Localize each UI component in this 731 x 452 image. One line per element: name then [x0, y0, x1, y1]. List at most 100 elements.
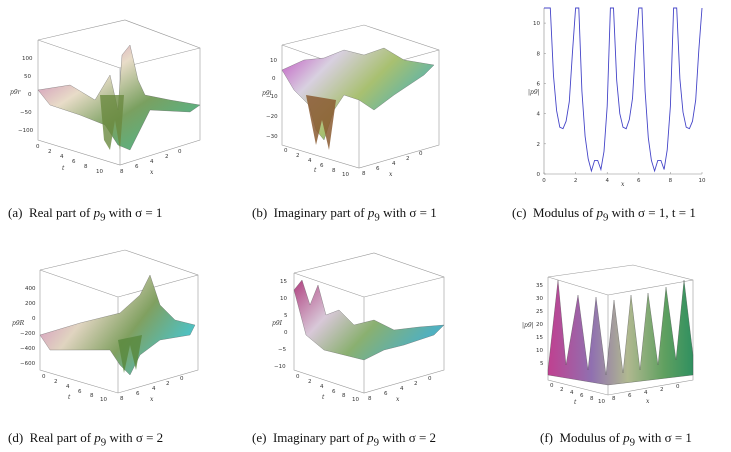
tick: 10 [100, 397, 107, 403]
tick: 35 [536, 283, 543, 289]
caption-label: (b) [252, 205, 268, 220]
tick: 6 [136, 391, 140, 397]
panel-a: 100 50 0 −50 −100 p9r 0 2 4 6 8 10 t 8 6… [0, 0, 244, 225]
tick: −400 [20, 346, 36, 352]
caption-subscript: 9 [100, 211, 106, 224]
figure-b-surface-plot: 10 0 −10 −20 −30 p9i 0 2 4 6 8 10 t 8 6 … [262, 24, 440, 178]
caption-text: Modulus of [532, 205, 594, 220]
t-axis-label: t [574, 399, 577, 406]
tick: 2 [406, 156, 410, 162]
tick: 6 [580, 393, 584, 399]
caption-c: (c) Modulus of p9 with σ = 1, t = 1 [512, 205, 696, 224]
tick: 6 [384, 391, 388, 397]
tick: −100 [18, 128, 34, 134]
z-axis-label: p9r [10, 89, 22, 96]
tick: 10 [598, 399, 605, 405]
y-tick-label: 6 [537, 81, 541, 87]
caption-subscript: 9 [374, 211, 380, 224]
caption-subscript: 9 [373, 436, 380, 449]
x-tick-label: 8 [669, 178, 673, 184]
caption-tail: with σ = 1 [383, 205, 437, 220]
caption-text: Modulus of [559, 430, 620, 445]
caption-label: (e) [252, 430, 267, 445]
caption-label: (c) [512, 205, 527, 220]
caption-subscript: 9 [629, 436, 635, 449]
tick: −10 [274, 364, 286, 370]
tick: 15 [536, 335, 543, 341]
tick: 200 [25, 301, 36, 307]
tick: 6 [376, 166, 380, 172]
caption-e: (e) Imaginary part of p9 with σ = 2 [252, 430, 436, 449]
x-axis-label: x [150, 396, 154, 403]
tick: 8 [84, 164, 88, 170]
panel-c: 0 2 4 6 8 10 0 2 4 6 8 10 |p9| x [488, 0, 731, 225]
caption-b: (b) Imaginary part of p9 with σ = 1 [252, 205, 437, 224]
t-axis-label: t [68, 394, 71, 401]
tick: 6 [135, 164, 139, 170]
z-axis-label: |p9| [522, 322, 534, 329]
tick: 6 [628, 393, 632, 399]
y-tick-label: 2 [537, 142, 541, 148]
t-axis-label: t [314, 167, 317, 174]
y-tick-label: 8 [537, 51, 541, 57]
tick: 0 [180, 376, 184, 382]
caption-tail: with σ = 2 [382, 430, 437, 445]
tick: −50 [20, 110, 32, 116]
z-axis-label: p9R [12, 320, 25, 327]
tick: 4 [60, 154, 64, 160]
tick: 25 [536, 309, 543, 315]
tick: 10 [536, 348, 543, 354]
tick: 15 [280, 279, 287, 285]
tick: 5 [540, 361, 544, 367]
tick: 2 [414, 381, 418, 387]
plot-area [544, 8, 702, 174]
tick: 4 [400, 386, 404, 392]
figure-f-surface-plot: 35 30 25 20 15 10 5 |p9| 0 2 4 6 8 10 t … [522, 264, 694, 406]
tick: 0 [36, 144, 40, 150]
tick: 2 [54, 379, 58, 385]
tick: −200 [20, 331, 36, 337]
y-axis-label: |p9| [528, 89, 540, 96]
tick: 5 [284, 313, 288, 319]
x-axis-label: x [396, 396, 400, 403]
tick: −30 [266, 134, 278, 140]
x-axis-label: x [389, 171, 393, 178]
surface-f [547, 279, 694, 386]
tick: 4 [150, 159, 154, 165]
tick: 0 [676, 384, 680, 390]
tick: 6 [320, 163, 324, 169]
surface-e [293, 279, 445, 361]
panel-b: 10 0 −10 −20 −30 p9i 0 2 4 6 8 10 t 8 6 … [244, 0, 488, 225]
y-tick-label: 4 [537, 112, 541, 118]
tick: 0 [178, 149, 182, 155]
tick: 6 [332, 389, 336, 395]
tick: 10 [96, 169, 103, 175]
surface-b [281, 47, 435, 141]
tick: 4 [152, 386, 156, 392]
caption-text: Real part of [29, 430, 92, 445]
tick: 4 [570, 390, 574, 396]
tick: 100 [22, 56, 33, 62]
tick: −10 [266, 94, 278, 100]
t-axis-label: t [322, 394, 325, 401]
tick: 10 [352, 397, 359, 403]
tick: 2 [308, 379, 312, 385]
tick: 0 [284, 148, 288, 154]
tick: 8 [120, 169, 124, 175]
caption-tail: with σ = 1, t = 1 [611, 205, 696, 220]
y-tick-label: 0 [537, 172, 541, 178]
y-tick-label: 10 [533, 21, 540, 27]
caption-symbol: p [367, 205, 375, 220]
tick: 8 [332, 168, 336, 174]
tick: 6 [72, 159, 76, 165]
tick: 4 [392, 161, 396, 167]
tick: 0 [28, 92, 32, 98]
tick: 2 [166, 381, 170, 387]
caption-symbol: p [623, 430, 630, 445]
tick: 8 [368, 396, 372, 402]
figure-d-surface-plot: 400 200 0 −200 −400 −600 p9R 0 2 4 6 8 1… [12, 249, 199, 403]
tick: 2 [296, 153, 300, 159]
z-axis-label: p9I [272, 320, 283, 327]
figure-e-surface-plot: 15 10 5 0 −5 −10 p9I 0 2 4 6 8 10 t 8 6 … [272, 252, 445, 403]
tick: 30 [536, 296, 543, 302]
